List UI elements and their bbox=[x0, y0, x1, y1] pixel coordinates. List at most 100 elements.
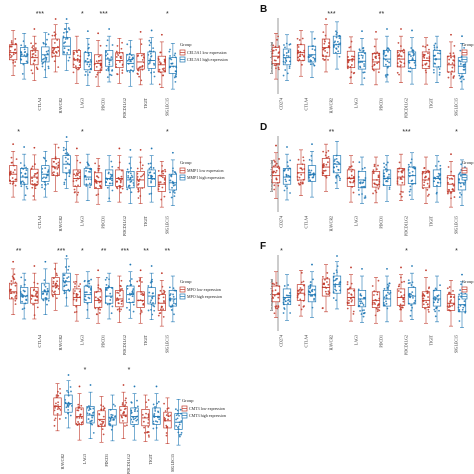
data-point bbox=[407, 70, 410, 73]
data-point bbox=[97, 286, 100, 289]
panel-e: **CTLA4***HAVCR2*LAG3**PDCD1***PDCD1LG2*… bbox=[9, 248, 222, 355]
data-point bbox=[46, 38, 48, 41]
data-point bbox=[174, 52, 177, 55]
data-point bbox=[346, 283, 349, 286]
data-point bbox=[73, 51, 75, 54]
data-point bbox=[396, 65, 399, 68]
data-point bbox=[124, 407, 127, 410]
data-point bbox=[78, 290, 81, 293]
data-point bbox=[173, 76, 176, 79]
data-point bbox=[359, 309, 361, 312]
data-point bbox=[111, 165, 114, 168]
data-point bbox=[175, 66, 178, 69]
data-point bbox=[298, 288, 301, 291]
data-point bbox=[151, 297, 154, 300]
data-point bbox=[84, 51, 87, 53]
data-point bbox=[287, 302, 289, 305]
data-point bbox=[296, 175, 299, 178]
data-point bbox=[87, 178, 90, 181]
data-point bbox=[156, 402, 159, 405]
data-point bbox=[147, 422, 150, 424]
data-point bbox=[452, 52, 455, 55]
data-point bbox=[99, 54, 102, 57]
data-point bbox=[53, 291, 55, 294]
data-point bbox=[333, 46, 335, 48]
data-point bbox=[322, 55, 325, 58]
data-point bbox=[15, 292, 18, 294]
outlier-point bbox=[155, 385, 158, 388]
data-point bbox=[363, 309, 365, 312]
data-point bbox=[360, 186, 363, 188]
data-point bbox=[163, 178, 166, 181]
data-point bbox=[136, 410, 139, 413]
data-point bbox=[98, 181, 101, 184]
data-point bbox=[436, 306, 438, 309]
data-point bbox=[155, 427, 158, 429]
data-point bbox=[109, 424, 112, 427]
data-point bbox=[9, 49, 12, 52]
x-tick-label: CTLA4 bbox=[37, 216, 42, 228]
data-point bbox=[56, 274, 58, 277]
data-point bbox=[174, 408, 177, 411]
data-point bbox=[336, 40, 339, 43]
data-point bbox=[436, 175, 439, 178]
data-point bbox=[172, 295, 175, 298]
data-point bbox=[169, 299, 172, 302]
data-point bbox=[53, 160, 55, 163]
data-point bbox=[352, 310, 355, 313]
data-point bbox=[402, 48, 405, 51]
data-point bbox=[102, 433, 105, 436]
data-point bbox=[94, 307, 97, 310]
data-point bbox=[283, 169, 286, 172]
data-point bbox=[271, 296, 274, 299]
x-tick-label: HAVCR2 bbox=[329, 335, 334, 351]
data-point bbox=[147, 69, 150, 72]
data-point bbox=[14, 296, 17, 298]
data-point bbox=[97, 60, 100, 62]
data-point bbox=[335, 30, 337, 33]
data-point bbox=[149, 166, 152, 169]
data-point bbox=[73, 311, 76, 314]
data-point bbox=[382, 53, 385, 55]
data-point bbox=[400, 178, 403, 181]
outlier-point bbox=[160, 272, 163, 275]
data-point bbox=[88, 286, 90, 289]
data-point bbox=[150, 180, 152, 183]
data-point bbox=[58, 418, 61, 420]
data-point bbox=[273, 160, 276, 163]
box bbox=[282, 48, 292, 66]
data-point bbox=[275, 49, 278, 51]
data-point bbox=[400, 45, 402, 47]
data-point bbox=[409, 314, 412, 317]
data-point bbox=[132, 310, 135, 313]
data-point bbox=[149, 58, 152, 61]
data-point bbox=[321, 286, 324, 289]
data-point bbox=[323, 42, 326, 45]
data-point bbox=[432, 71, 435, 74]
data-point bbox=[275, 67, 277, 70]
data-point bbox=[85, 178, 88, 181]
data-point bbox=[409, 185, 412, 188]
data-point bbox=[284, 178, 287, 181]
data-point bbox=[158, 294, 161, 297]
data-point bbox=[9, 170, 12, 173]
data-point bbox=[169, 66, 172, 69]
data-point bbox=[105, 283, 108, 286]
data-point bbox=[175, 424, 178, 427]
x-tick-label: CD274 bbox=[279, 98, 284, 110]
data-point bbox=[137, 54, 140, 57]
data-point bbox=[24, 194, 27, 197]
data-point bbox=[299, 287, 302, 289]
data-point bbox=[148, 171, 151, 174]
data-point bbox=[52, 277, 55, 280]
data-point bbox=[437, 299, 440, 302]
data-point bbox=[412, 58, 414, 61]
data-point bbox=[152, 301, 154, 304]
data-point bbox=[124, 399, 127, 402]
data-point bbox=[126, 168, 129, 171]
data-point bbox=[373, 45, 376, 48]
data-point bbox=[438, 178, 441, 181]
outlier-point bbox=[400, 28, 402, 30]
outlier-point bbox=[325, 18, 327, 20]
data-point bbox=[79, 413, 82, 416]
